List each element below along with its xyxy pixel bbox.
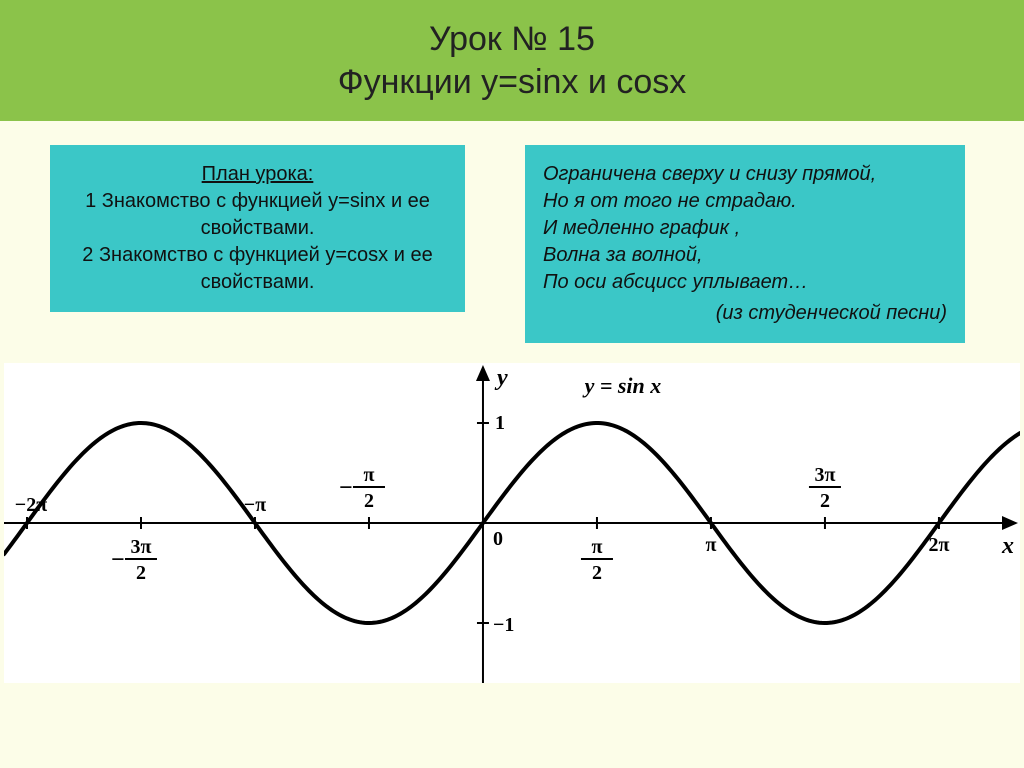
chart-svg: 1−1−2π−ππ2π−3π2−π2π23π20yxy = sin x [4,363,1020,683]
poem-line-1: Ограничена сверху и снизу прямой, [543,161,947,188]
svg-text:2: 2 [592,562,602,584]
title-line-1: Урок № 15 [10,18,1014,61]
svg-text:y: y [494,365,508,391]
content-row: План урока: 1 Знакомство с функцией y=si… [0,121,1024,355]
svg-text:y = sin x: y = sin x [582,373,662,398]
plan-item-2: 2 Знакомство с функцией y=cosx и ее свой… [68,242,447,296]
svg-text:π: π [363,464,374,486]
poem-card: Ограничена сверху и снизу прямой, Но я о… [525,145,965,343]
svg-text:π: π [705,534,716,556]
slide-title: Урок № 15 Функции y=sinx и cosx [0,0,1024,121]
plan-heading: План урока: [68,161,447,188]
svg-text:−: − [111,547,125,573]
svg-text:−: − [339,475,353,501]
poem-line-4: Волна за волной, [543,242,947,269]
title-line-2: Функции y=sinx и cosx [10,61,1014,104]
poem-line-3: И медленно график , [543,215,947,242]
poem-source: (из студенческой песни) [543,300,947,327]
sine-chart: 1−1−2π−ππ2π−3π2−π2π23π20yxy = sin x [4,363,1020,683]
svg-text:−1: −1 [493,614,514,636]
plan-item-1: 1 Знакомство с функцией y=sinx и ее свой… [68,188,447,242]
svg-text:3π: 3π [131,536,152,558]
svg-text:x: x [1001,533,1014,559]
svg-text:1: 1 [495,412,505,434]
svg-text:2: 2 [820,490,830,512]
svg-text:0: 0 [493,528,503,550]
lesson-plan-card: План урока: 1 Знакомство с функцией y=si… [50,145,465,312]
svg-text:π: π [591,536,602,558]
svg-text:2: 2 [136,562,146,584]
svg-text:2: 2 [364,490,374,512]
svg-text:3π: 3π [814,464,835,486]
svg-text:2π: 2π [928,534,949,556]
poem-line-2: Но я от того не страдаю. [543,188,947,215]
poem-line-5: По оси абсцисс уплывает… [543,269,947,296]
